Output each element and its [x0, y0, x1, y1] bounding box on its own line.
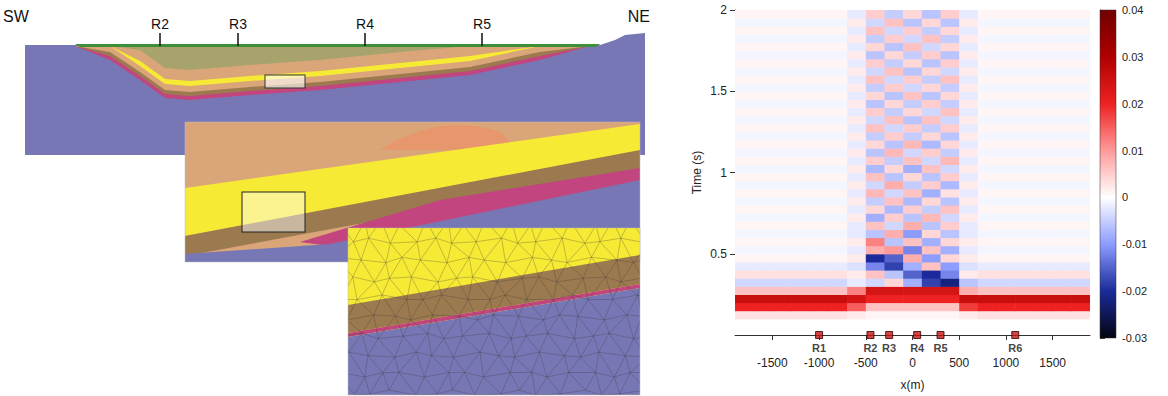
- svg-text:R2: R2: [151, 16, 169, 32]
- svg-text:R3: R3: [229, 16, 247, 32]
- svg-text:0.04: 0.04: [1122, 4, 1143, 16]
- svg-text:R5: R5: [473, 16, 491, 32]
- svg-text:-0.03: -0.03: [1122, 332, 1147, 344]
- svg-text:0: 0: [909, 356, 916, 370]
- svg-text:Time (s): Time (s): [690, 151, 704, 195]
- svg-text:NE: NE: [628, 8, 650, 25]
- svg-text:R5: R5: [933, 342, 947, 354]
- svg-text:2: 2: [720, 3, 727, 17]
- svg-text:-0.02: -0.02: [1122, 285, 1147, 297]
- svg-text:R4: R4: [910, 342, 925, 354]
- svg-text:R3: R3: [882, 342, 896, 354]
- svg-text:1000: 1000: [993, 356, 1020, 370]
- svg-text:R6: R6: [1008, 342, 1022, 354]
- svg-text:-1000: -1000: [804, 356, 835, 370]
- svg-text:1.5: 1.5: [710, 84, 727, 98]
- svg-text:R4: R4: [356, 16, 374, 32]
- svg-text:500: 500: [949, 356, 969, 370]
- svg-text:0.5: 0.5: [710, 247, 727, 261]
- svg-text:1: 1: [720, 166, 727, 180]
- svg-text:-0.01: -0.01: [1122, 238, 1147, 250]
- svg-text:-500: -500: [854, 356, 878, 370]
- svg-text:R2: R2: [863, 342, 877, 354]
- svg-text:0.03: 0.03: [1122, 51, 1143, 63]
- svg-text:x(m): x(m): [901, 378, 925, 392]
- svg-text:0.02: 0.02: [1122, 98, 1143, 110]
- svg-text:0: 0: [1122, 191, 1128, 203]
- svg-text:-1500: -1500: [757, 356, 788, 370]
- svg-text:R1: R1: [812, 342, 826, 354]
- svg-text:SW: SW: [3, 8, 30, 25]
- svg-text:0.01: 0.01: [1122, 145, 1143, 157]
- svg-text:1500: 1500: [1039, 356, 1066, 370]
